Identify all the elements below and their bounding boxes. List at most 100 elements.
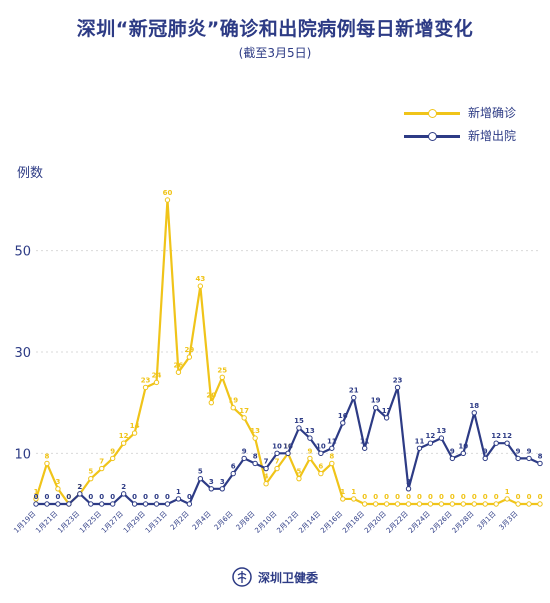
data-label: 29 <box>185 346 195 354</box>
data-label: 8 <box>329 452 334 460</box>
data-point <box>427 501 434 507</box>
data-point <box>471 410 477 416</box>
x-tick-label: 1月19日 <box>12 510 37 535</box>
data-label: 9 <box>516 447 521 455</box>
data-label: 9 <box>242 447 247 455</box>
x-tick-label: 1月31日 <box>144 510 169 535</box>
data-label: 3 <box>406 478 411 486</box>
x-tick-label: 2月16日 <box>319 510 344 535</box>
data-point <box>307 455 313 462</box>
data-label: 0 <box>55 493 60 501</box>
data-point <box>99 501 105 507</box>
data-point <box>296 425 302 431</box>
data-label: 0 <box>527 493 532 501</box>
data-label: 23 <box>393 376 403 384</box>
data-label: 1 <box>505 488 510 496</box>
data-label: 7 <box>264 458 269 466</box>
data-label: 0 <box>143 493 148 501</box>
data-label: 23 <box>141 376 151 384</box>
data-label: 12 <box>502 432 512 440</box>
data-point <box>120 491 127 497</box>
data-point <box>361 445 368 451</box>
data-label: 0 <box>461 493 466 501</box>
chart-legend: 新增确诊 新增出院 <box>404 101 516 147</box>
data-point <box>416 501 423 507</box>
data-point <box>515 501 521 507</box>
legend-swatch-confirmed <box>404 108 460 118</box>
footer-source-text: 深圳卫健委 <box>257 570 318 585</box>
data-label: 0 <box>439 493 444 501</box>
data-point <box>241 415 247 421</box>
data-label: 11 <box>415 437 425 445</box>
data-point <box>383 415 390 421</box>
data-label: 0 <box>483 493 488 501</box>
data-point <box>318 450 324 457</box>
data-point <box>55 486 61 492</box>
data-point <box>504 440 510 446</box>
data-point <box>460 450 467 457</box>
data-label: 0 <box>45 493 50 501</box>
data-point <box>482 455 488 462</box>
data-label: 1 <box>351 488 356 496</box>
data-point <box>482 501 488 507</box>
data-label: 5 <box>88 468 93 476</box>
data-label: 12 <box>426 432 436 440</box>
data-label: 8 <box>538 452 543 460</box>
data-point <box>537 460 543 467</box>
x-tick-label: 2月2日 <box>169 510 191 532</box>
legend-item-confirmed: 新增确诊 <box>404 101 516 124</box>
data-label: 0 <box>538 493 543 501</box>
data-label: 7 <box>99 458 104 466</box>
data-label: 13 <box>305 427 315 435</box>
data-label: 20 <box>206 392 216 400</box>
data-label: 0 <box>66 493 71 501</box>
data-point <box>471 501 477 507</box>
data-label: 1 <box>34 488 39 496</box>
data-point <box>504 496 510 502</box>
data-label: 21 <box>349 387 359 395</box>
data-point <box>197 475 204 482</box>
data-point <box>186 501 193 507</box>
data-label: 0 <box>450 493 455 501</box>
legend-swatch-discharged <box>404 131 460 141</box>
data-point <box>164 197 171 203</box>
footer-source: 深圳卫健委 <box>0 567 550 587</box>
data-label: 2 <box>121 483 126 491</box>
data-label: 8 <box>45 452 50 460</box>
data-point <box>197 283 204 289</box>
data-label: 24 <box>152 371 162 379</box>
x-tick-label: 2月4日 <box>191 510 213 532</box>
x-tick-label: 1月27日 <box>100 510 125 535</box>
data-label: 0 <box>494 493 499 501</box>
data-point <box>164 501 171 507</box>
x-tick-label: 2月22日 <box>385 510 410 535</box>
x-tick-label: 1月23日 <box>56 510 81 535</box>
health-commission-logo-icon <box>232 567 252 587</box>
y-tick-label: 30 <box>14 346 31 361</box>
data-point <box>44 460 50 467</box>
data-point <box>219 374 225 381</box>
data-label: 10 <box>283 442 293 450</box>
data-label: 0 <box>110 493 115 501</box>
data-point <box>66 501 72 507</box>
data-label: 6 <box>318 463 323 471</box>
data-point <box>493 501 499 507</box>
data-label: 0 <box>88 493 93 501</box>
data-label: 43 <box>195 275 205 283</box>
data-point <box>372 405 379 411</box>
data-point <box>372 501 379 507</box>
chart-title: 深圳“新冠肺炎”确诊和出院病例每日新增变化 <box>76 18 474 40</box>
data-point <box>340 496 346 502</box>
x-tick-label: 2月26日 <box>429 510 454 535</box>
data-label: 25 <box>217 366 227 374</box>
data-label: 0 <box>165 493 170 501</box>
data-label: 7 <box>275 458 280 466</box>
data-point <box>449 501 456 507</box>
data-label: 0 <box>34 493 39 501</box>
data-point <box>405 486 412 492</box>
data-label: 10 <box>283 442 293 450</box>
data-point <box>33 501 39 507</box>
data-label: 1 <box>340 488 345 496</box>
